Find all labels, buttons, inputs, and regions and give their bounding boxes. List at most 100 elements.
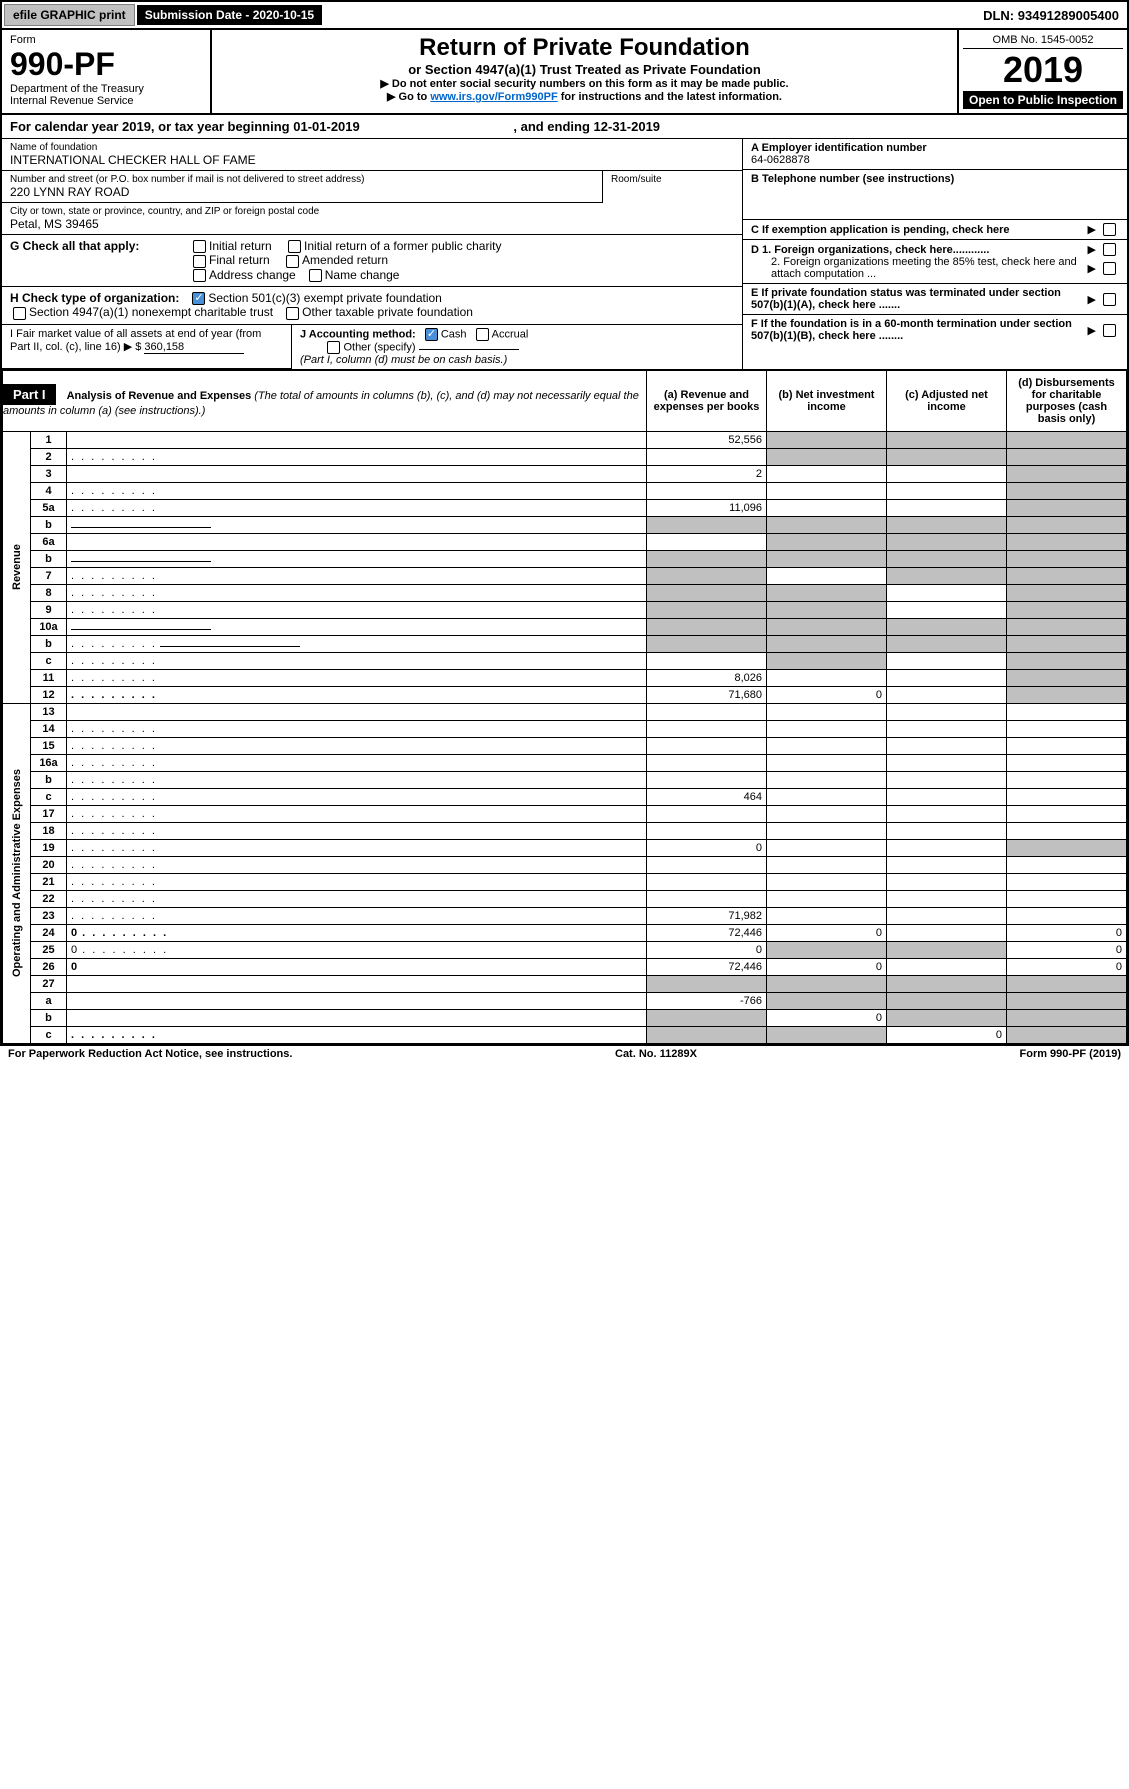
value-cell-d [1007,652,1127,669]
value-cell-a [647,635,767,652]
line-description [67,499,647,516]
line-description [67,788,647,805]
chk-f[interactable] [1103,324,1116,337]
footer-right: Form 990-PF (2019) [1020,1048,1121,1060]
line-number: 18 [31,822,67,839]
value-cell-d [1007,1026,1127,1043]
table-row: 17 [3,805,1127,822]
f-label: F If the foundation is in a 60-month ter… [751,318,1084,342]
value-cell-c [887,703,1007,720]
calyear-mid: , and ending [513,119,593,134]
line-description [67,890,647,907]
i-cell: I Fair market value of all assets at end… [2,325,292,369]
chk-address-change[interactable] [193,269,206,282]
table-row: 21 [3,873,1127,890]
chk-accrual[interactable] [476,328,489,341]
chk-d2[interactable] [1103,262,1116,275]
d2-label: 2. Foreign organizations meeting the 85%… [751,256,1084,280]
chk-c[interactable] [1103,223,1116,236]
table-row: 6a [3,533,1127,550]
table-row: 7 [3,567,1127,584]
line-description [67,873,647,890]
line-description [67,533,647,550]
value-cell-c [887,805,1007,822]
chk-501c3[interactable] [192,292,205,305]
chk-e[interactable] [1103,293,1116,306]
value-cell-d: 0 [1007,924,1127,941]
chk-initial-return[interactable] [193,240,206,253]
value-cell-d [1007,992,1127,1009]
irs-link[interactable]: www.irs.gov/Form990PF [430,91,557,103]
line-description [67,839,647,856]
arrow-icon: ▶ [1088,243,1096,256]
fmv-value: 360,158 [144,341,244,354]
value-cell-d [1007,482,1127,499]
other-specify [419,349,519,350]
g-o3: Final return [209,253,270,267]
chk-other-method[interactable] [327,341,340,354]
value-cell-b: 0 [767,686,887,703]
g-row: G Check all that apply: Initial return I… [2,235,742,287]
chk-amended[interactable] [286,255,299,268]
chk-cash[interactable] [425,328,438,341]
value-cell-d [1007,499,1127,516]
chk-name-change[interactable] [309,269,322,282]
chk-initial-former[interactable] [288,240,301,253]
line-description: 0 [67,958,647,975]
irs-label: Internal Revenue Service [10,95,202,107]
side-label: Revenue [3,431,31,703]
value-cell-b [767,1026,887,1043]
value-cell-c [887,601,1007,618]
value-cell-d [1007,465,1127,482]
chk-d1[interactable] [1103,243,1116,256]
part1-table: Part I Analysis of Revenue and Expenses … [2,370,1127,1044]
line-description [67,720,647,737]
line-description: 0 [67,941,647,958]
form-title: Return of Private Foundation [216,34,953,62]
col-c-header: (c) Adjusted net income [887,370,1007,431]
arrow-icon: ▶ [1088,262,1096,275]
value-cell-d [1007,856,1127,873]
table-row: 26072,44600 [3,958,1127,975]
value-cell-c [887,499,1007,516]
h-o1: Section 501(c)(3) exempt private foundat… [208,291,441,305]
dln-value: 93491289005400 [1018,8,1119,23]
value-cell-d [1007,822,1127,839]
value-cell-c [887,890,1007,907]
line-number: 4 [31,482,67,499]
line-number: 22 [31,890,67,907]
j-cell: J Accounting method: Cash Accrual Other … [292,325,742,369]
line-number: 5a [31,499,67,516]
value-cell-a [647,533,767,550]
line-description [67,754,647,771]
value-cell-d [1007,550,1127,567]
value-cell-d [1007,737,1127,754]
value-cell-a [647,720,767,737]
value-cell-a: 0 [647,839,767,856]
city-label: City or town, state or province, country… [10,206,734,217]
calyear-pre: For calendar year 2019, or tax year begi… [10,119,293,134]
line-number: 24 [31,924,67,941]
line-description [67,703,647,720]
chk-4947a1[interactable] [13,307,26,320]
table-row: 18 [3,822,1127,839]
calyear-end: 12-31-2019 [594,119,661,134]
value-cell-c [887,652,1007,669]
arrow-icon: ▶ [1088,324,1096,337]
j-note: (Part I, column (d) must be on cash basi… [300,354,507,366]
value-cell-a [647,890,767,907]
name-label: Name of foundation [10,142,734,153]
efile-print-button[interactable]: efile GRAPHIC print [4,4,135,26]
table-row: 5a11,096 [3,499,1127,516]
side-label: Operating and Administrative Expenses [3,703,31,1043]
value-cell-d [1007,720,1127,737]
form-subtitle: or Section 4947(a)(1) Trust Treated as P… [216,62,953,77]
line-number: 3 [31,465,67,482]
chk-other-taxable[interactable] [286,307,299,320]
table-row: b [3,516,1127,533]
street-address: 220 LYNN RAY ROAD [10,185,594,199]
line-description [67,482,647,499]
chk-final-return[interactable] [193,255,206,268]
line-number: 1 [31,431,67,448]
line-description [67,669,647,686]
